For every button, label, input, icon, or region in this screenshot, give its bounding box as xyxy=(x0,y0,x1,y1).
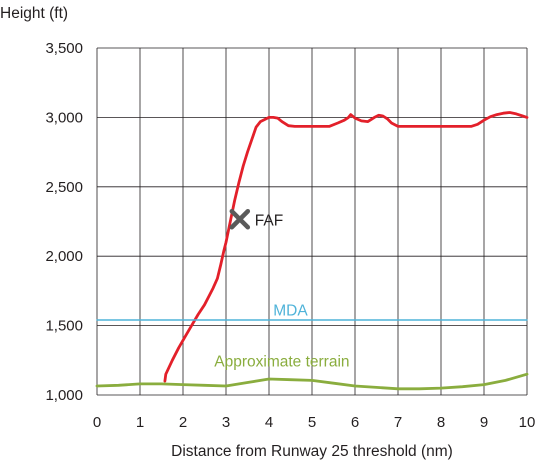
mda-label: MDA xyxy=(273,302,308,319)
annotations: FAF MDA Approximate terrain xyxy=(214,212,349,370)
x-axis-title: Distance from Runway 25 threshold (nm) xyxy=(171,443,453,460)
x-axis-ticks: 0 1 2 3 4 5 6 7 8 9 10 xyxy=(93,414,536,431)
x-tick-label: 7 xyxy=(394,414,402,431)
x-tick-label: 1 xyxy=(136,414,144,431)
terrain-label: Approximate terrain xyxy=(214,354,349,371)
x-tick-label: 8 xyxy=(437,414,445,431)
x-tick-label: 0 xyxy=(93,414,101,431)
y-tick-label: 2,000 xyxy=(45,248,83,265)
x-tick-label: 9 xyxy=(480,414,488,431)
y-tick-label: 1,500 xyxy=(45,318,83,335)
y-tick-label: 1,000 xyxy=(45,387,83,404)
x-tick-label: 4 xyxy=(265,414,273,431)
x-tick-label: 3 xyxy=(222,414,230,431)
y-axis-ticks: 1,000 1,500 2,000 2,500 3,000 3,500 xyxy=(45,40,83,404)
faf-label: FAF xyxy=(255,212,283,229)
terrain-line xyxy=(95,372,529,391)
x-tick-label: 10 xyxy=(519,414,536,431)
y-tick-label: 3,000 xyxy=(45,109,83,126)
x-tick-label: 5 xyxy=(308,414,316,431)
y-axis-title: Height (ft) xyxy=(0,5,68,22)
series xyxy=(95,111,529,391)
grid xyxy=(96,47,528,396)
x-tick-label: 6 xyxy=(351,414,359,431)
x-tick-label: 2 xyxy=(179,414,187,431)
flight-path-line xyxy=(163,111,529,383)
y-tick-label: 3,500 xyxy=(45,40,83,57)
y-tick-label: 2,500 xyxy=(45,179,83,196)
faf-marker-icon xyxy=(229,209,251,230)
